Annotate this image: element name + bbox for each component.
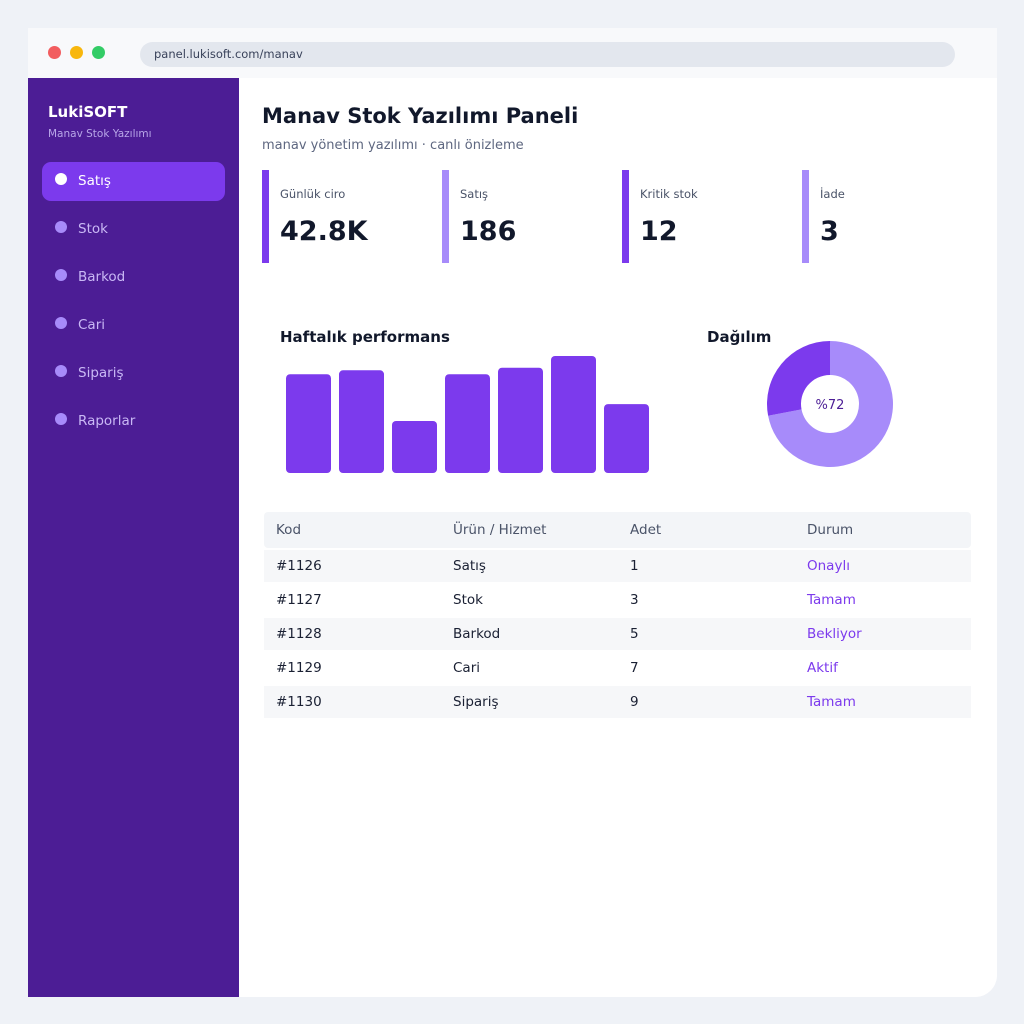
cell-urun: Satış (453, 558, 486, 574)
column-header-kod[interactable]: Kod (276, 522, 302, 538)
stat-value: 12 (640, 216, 678, 247)
sidebar-item-stok[interactable]: Stok (42, 210, 225, 249)
minimize-window-button[interactable] (70, 46, 83, 59)
table-row[interactable]: #1126 Satış 1 Onaylı (264, 550, 971, 582)
cell-urun: Cari (453, 660, 480, 676)
stat-value: 3 (820, 216, 839, 247)
cell-durum: Bekliyor (807, 626, 862, 642)
sidebar-item-raporlar[interactable]: Raporlar (42, 402, 225, 441)
donut-slice-2 (767, 341, 830, 416)
cell-durum: Tamam (807, 592, 856, 608)
cell-adet: 9 (630, 694, 639, 710)
stat-label: Kritik stok (640, 187, 698, 201)
stat-card-kritik-stok: Kritik stok 12 (622, 170, 782, 263)
stat-value: 186 (460, 216, 517, 247)
sidebar-item-label: Cari (78, 317, 105, 333)
donut-center-label: %72 (816, 398, 845, 413)
browser-window: panel.lukisoft.com/manav LukiSOFT Manav … (28, 28, 997, 997)
cell-urun: Barkod (453, 626, 501, 642)
column-header-durum[interactable]: Durum (807, 522, 854, 538)
distribution-title: Dağılım (707, 328, 772, 346)
bar-3 (392, 421, 437, 473)
cell-kod: #1126 (276, 558, 322, 574)
table-row[interactable]: #1127 Stok 3 Tamam (264, 584, 971, 616)
address-bar[interactable]: panel.lukisoft.com/manav (140, 42, 955, 67)
cell-adet: 5 (630, 626, 639, 642)
cell-durum: Aktif (807, 660, 838, 676)
brand-subtitle: Manav Stok Yazılımı (48, 128, 152, 140)
stat-card-satis: Satış 186 (442, 170, 602, 263)
cell-adet: 1 (630, 558, 639, 574)
brand-name: LukiSOFT (48, 103, 128, 121)
cell-kod: #1129 (276, 660, 322, 676)
bar-4 (445, 374, 490, 473)
cell-kod: #1130 (276, 694, 322, 710)
browser-titlebar: panel.lukisoft.com/manav (28, 28, 997, 78)
stat-card-iade: İade 3 (802, 170, 962, 263)
cell-urun: Stok (453, 592, 483, 608)
bullet-icon (55, 413, 67, 425)
sidebar-item-satis[interactable]: Satış (42, 162, 225, 201)
bullet-icon (55, 317, 67, 329)
sidebar-item-label: Barkod (78, 269, 126, 285)
maximize-window-button[interactable] (92, 46, 105, 59)
sidebar-item-siparis[interactable]: Sipariş (42, 354, 225, 393)
table-row[interactable]: #1128 Barkod 5 Bekliyor (264, 618, 971, 650)
stat-label: İade (820, 187, 845, 201)
bullet-icon (55, 221, 67, 233)
close-window-button[interactable] (48, 46, 61, 59)
cell-durum: Tamam (807, 694, 856, 710)
column-header-urun[interactable]: Ürün / Hizmet (453, 522, 547, 538)
page-subtitle: manav yönetim yazılımı · canlı önizleme (262, 138, 524, 153)
stat-value: 42.8K (280, 216, 368, 247)
cell-durum: Onaylı (807, 558, 850, 574)
bullet-icon (55, 173, 67, 185)
stat-card-ciro: Günlük ciro 42.8K (262, 170, 422, 263)
sidebar-item-label: Stok (78, 221, 108, 237)
sidebar-item-label: Sipariş (78, 365, 124, 381)
cell-adet: 7 (630, 660, 639, 676)
bullet-icon (55, 365, 67, 377)
sidebar-item-barkod[interactable]: Barkod (42, 258, 225, 297)
table-header: Kod Ürün / Hizmet Adet Durum (264, 512, 971, 548)
cell-urun: Sipariş (453, 694, 499, 710)
bar-6 (551, 356, 596, 473)
table-row[interactable]: #1130 Sipariş 9 Tamam (264, 686, 971, 718)
bar-2 (339, 370, 384, 473)
donut-slice-1 (768, 341, 893, 467)
bar-1 (286, 374, 331, 473)
sidebar: LukiSOFT Manav Stok Yazılımı Satış Stok … (28, 78, 239, 997)
cell-adet: 3 (630, 592, 639, 608)
column-header-adet[interactable]: Adet (630, 522, 662, 538)
cell-kod: #1127 (276, 592, 322, 608)
bar-7 (604, 404, 649, 473)
stat-label: Günlük ciro (280, 187, 346, 201)
weekly-performance-chart (286, 356, 649, 473)
sidebar-item-label: Satış (78, 173, 111, 189)
distribution-donut-chart: %72 (767, 341, 893, 467)
bullet-icon (55, 269, 67, 281)
main-content: Manav Stok Yazılımı Paneli manav yönetim… (239, 78, 997, 997)
stat-label: Satış (460, 187, 489, 201)
sidebar-item-label: Raporlar (78, 413, 136, 429)
sidebar-item-cari[interactable]: Cari (42, 306, 225, 345)
bar-5 (498, 367, 543, 473)
table-row[interactable]: #1129 Cari 7 Aktif (264, 652, 971, 684)
cell-kod: #1128 (276, 626, 322, 642)
performance-title: Haftalık performans (280, 328, 450, 346)
orders-table: Kod Ürün / Hizmet Adet Durum #1126 Satış… (264, 512, 971, 718)
page-title: Manav Stok Yazılımı Paneli (262, 104, 579, 128)
